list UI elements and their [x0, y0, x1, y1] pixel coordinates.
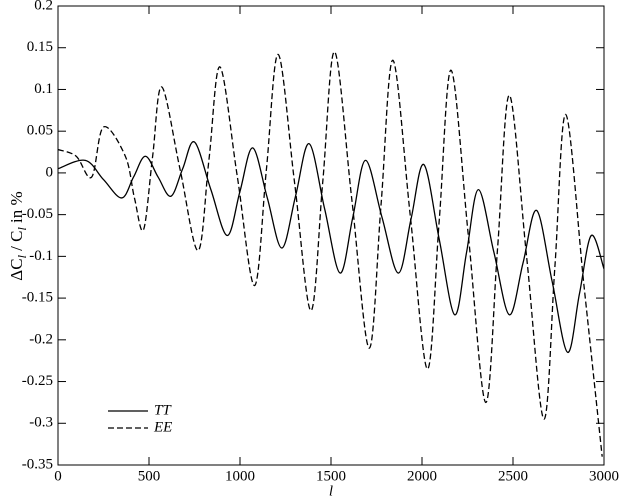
y-tick-label: 0: [46, 164, 54, 180]
y-tick-label: 0.1: [34, 81, 53, 97]
x-tick-label: 500: [138, 468, 161, 484]
x-tick-label: 2000: [407, 468, 437, 484]
x-tick-label: 0: [54, 468, 62, 484]
y-axis-label: ΔCl / Cl in %: [7, 191, 29, 280]
legend-label: EE: [153, 419, 172, 435]
y-label-part: ΔC: [7, 258, 26, 280]
y-tick-label: -0.1: [29, 248, 53, 264]
y-tick-label: -0.25: [22, 373, 53, 389]
y-label-part: l: [15, 227, 29, 231]
y-tick-label: -0.35: [22, 456, 53, 472]
x-tick-label: 3000: [589, 468, 619, 484]
x-tick-label: 1000: [225, 468, 255, 484]
y-tick-label: -0.05: [22, 206, 53, 222]
y-tick-label: 0.2: [34, 0, 53, 13]
y-label-part: / C: [7, 231, 26, 256]
x-tick-label: 2500: [498, 468, 528, 484]
series-line: [58, 51, 603, 457]
y-tick-label: -0.3: [29, 415, 53, 431]
plot-area: [58, 51, 604, 457]
series-line: [58, 141, 604, 353]
y-tick-label: 0.15: [27, 39, 53, 55]
y-tick-label: -0.15: [22, 290, 53, 306]
y-label-part: in %: [7, 191, 26, 227]
y-tick-label: 0.05: [27, 123, 53, 139]
y-tick-label: -0.2: [29, 331, 53, 347]
y-label-part: l: [15, 254, 29, 258]
x-tick-label: 1500: [316, 468, 346, 484]
legend-label: TT: [154, 402, 172, 418]
x-axis-label: l: [329, 483, 333, 499]
